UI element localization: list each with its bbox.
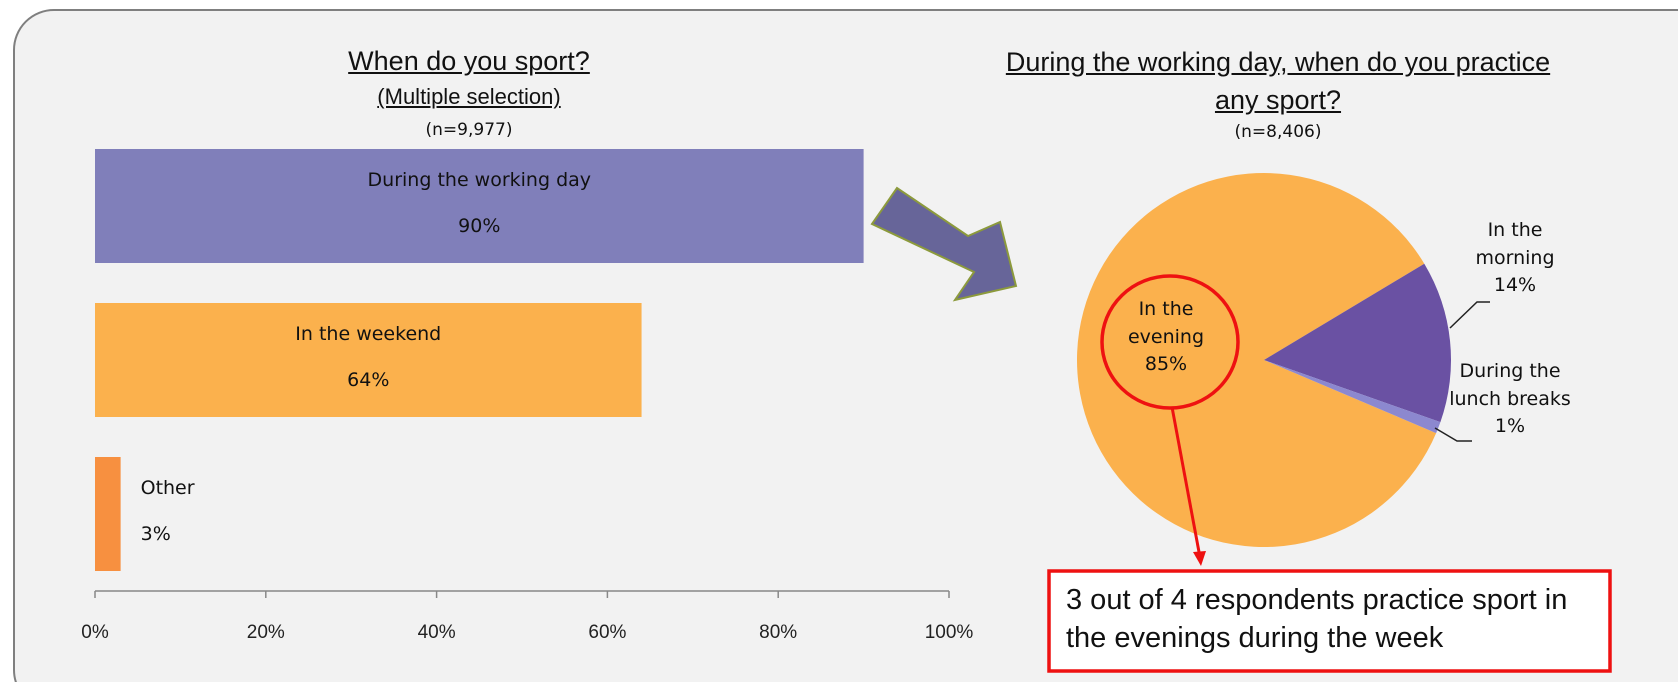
bar-value-label: 64% xyxy=(347,369,389,391)
slice-label: During the lunch breaks 1% xyxy=(1440,358,1580,441)
slice-category: In the evening xyxy=(1127,298,1205,348)
slice-category: In the morning xyxy=(1475,219,1555,269)
slice-label: In the evening 85% xyxy=(1120,296,1212,379)
pointer-arrow-head xyxy=(1193,551,1206,566)
slice-value: 85% xyxy=(1144,353,1188,376)
pie-slice xyxy=(1264,263,1452,423)
x-tick-label: 100% xyxy=(925,622,974,643)
x-tick-label: 0% xyxy=(81,622,109,643)
x-tick-label: 80% xyxy=(759,622,797,643)
pie-slice xyxy=(1264,360,1441,434)
slice-label: In the morning 14% xyxy=(1455,217,1575,300)
bar-category-label: During the working day xyxy=(368,169,591,191)
annotation-box xyxy=(1047,569,1612,673)
bar-category-label: In the weekend xyxy=(295,323,441,345)
highlight-circle xyxy=(1100,274,1240,410)
chart-title: When do you sport? xyxy=(348,46,590,76)
slice-category: During the lunch breaks xyxy=(1449,360,1571,410)
annotation: 3 out of 4 respondents practice sport in… xyxy=(1066,584,1568,654)
chart-title: During the working day, when do you prac… xyxy=(1005,47,1551,115)
bar xyxy=(95,457,121,571)
sample-size: (n=9,977) xyxy=(425,120,513,140)
slice-value: 14% xyxy=(1493,274,1537,297)
x-tick-label: 20% xyxy=(247,622,285,643)
bar xyxy=(95,149,864,263)
leader-line xyxy=(1449,301,1490,329)
x-tick-label: 60% xyxy=(588,622,626,643)
bar xyxy=(95,303,642,417)
chart-subtitle: (Multiple selection) xyxy=(377,84,561,109)
bar-value-label: 90% xyxy=(458,215,500,237)
transition-arrow xyxy=(870,186,1018,302)
pointer-arrow xyxy=(1170,406,1201,553)
sample-size: (n=8,406) xyxy=(1234,122,1322,142)
slice-value: 1% xyxy=(1494,415,1526,438)
leader-line xyxy=(1434,427,1472,442)
bar-value-label: 3% xyxy=(141,523,171,545)
pie-slice xyxy=(1077,173,1437,548)
bar-category-label: Other xyxy=(141,477,195,499)
x-tick-label: 40% xyxy=(418,622,456,643)
